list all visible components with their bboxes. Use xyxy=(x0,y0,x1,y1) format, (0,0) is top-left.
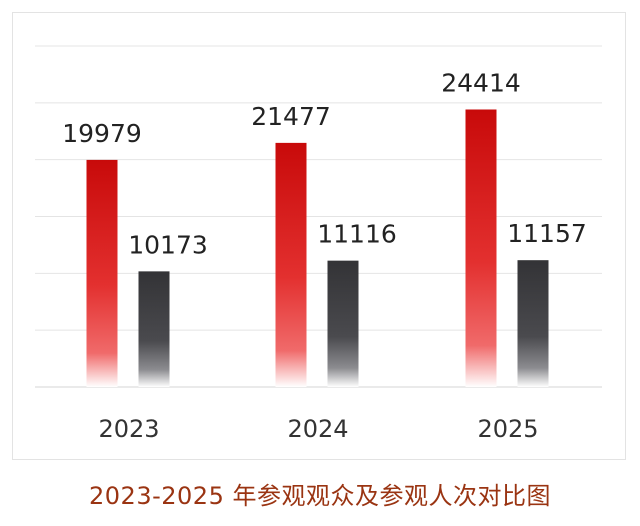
bar-2024-series1 xyxy=(275,142,307,387)
data-label-2025-series2: 11157 xyxy=(507,219,587,248)
gridlines xyxy=(35,45,602,388)
x-tick-label-2023: 2023 xyxy=(98,415,159,443)
data-label-2024-series2: 11116 xyxy=(317,220,397,249)
bar-2023-series1 xyxy=(86,159,118,387)
chart-title: 2023-2025 年参观观众及参观人次对比图 xyxy=(89,482,551,510)
data-label-2023-series1: 19979 xyxy=(62,119,142,148)
data-labels: 19979 10173 21477 11116 24414 11157 xyxy=(62,68,587,259)
bar-2025-series1 xyxy=(465,109,497,387)
bar-2024-series2 xyxy=(327,260,359,387)
data-label-2023-series2: 10173 xyxy=(128,230,208,259)
bars xyxy=(86,109,549,387)
data-label-2025-series1: 24414 xyxy=(441,68,521,97)
bar-2023-series2 xyxy=(138,271,170,387)
data-label-2024-series1: 21477 xyxy=(251,102,331,131)
x-tick-label-2025: 2025 xyxy=(477,415,538,443)
x-tick-label-2024: 2024 xyxy=(287,415,348,443)
bar-2025-series2 xyxy=(517,260,549,387)
x-tick-labels: 2023 2024 2025 xyxy=(98,415,538,443)
